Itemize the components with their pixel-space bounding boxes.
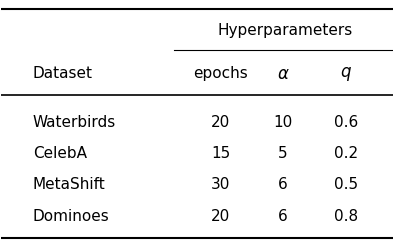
Text: 10: 10 [273, 114, 293, 130]
Text: 6: 6 [278, 209, 288, 224]
Text: 0.2: 0.2 [334, 146, 358, 161]
Text: $\alpha$: $\alpha$ [277, 65, 290, 83]
Text: 0.6: 0.6 [334, 114, 358, 130]
Text: $q$: $q$ [340, 65, 351, 83]
Text: MetaShift: MetaShift [33, 177, 106, 192]
Text: CelebA: CelebA [33, 146, 87, 161]
Text: Dominoes: Dominoes [33, 209, 110, 224]
Text: 30: 30 [211, 177, 230, 192]
Text: Waterbirds: Waterbirds [33, 114, 116, 130]
Text: 5: 5 [278, 146, 288, 161]
Text: epochs: epochs [193, 66, 248, 81]
Text: 0.8: 0.8 [334, 209, 358, 224]
Text: 20: 20 [211, 114, 230, 130]
Text: Hyperparameters: Hyperparameters [217, 23, 353, 38]
Text: 15: 15 [211, 146, 230, 161]
Text: Dataset: Dataset [33, 66, 93, 81]
Text: 6: 6 [278, 177, 288, 192]
Text: 20: 20 [211, 209, 230, 224]
Text: 0.5: 0.5 [334, 177, 358, 192]
